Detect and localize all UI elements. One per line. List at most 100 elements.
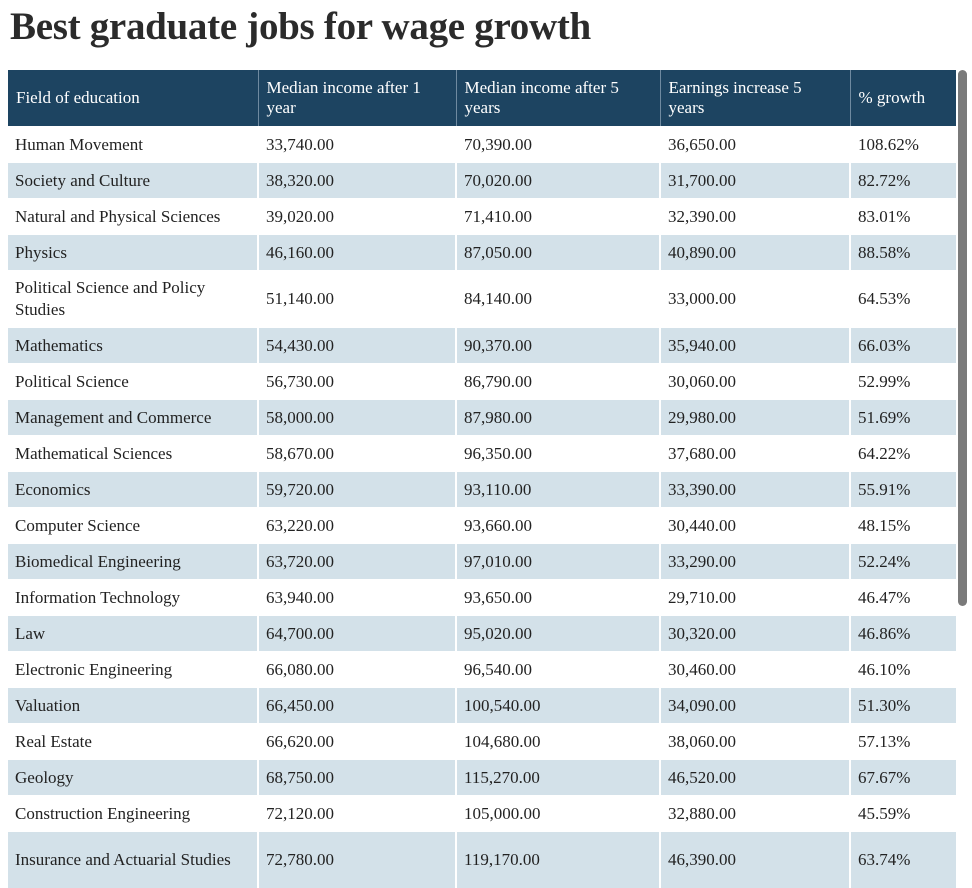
cell-field: Human Movement	[8, 127, 258, 163]
cell-earnings-increase: 40,890.00	[660, 235, 850, 271]
cell-earnings-increase: 36,650.00	[660, 127, 850, 163]
cell-income-1yr: 58,000.00	[258, 400, 456, 436]
cell-income-5yr: 93,110.00	[456, 472, 660, 508]
cell-earnings-increase: 32,390.00	[660, 199, 850, 235]
cell-income-5yr: 84,140.00	[456, 271, 660, 328]
cell-income-5yr: 93,650.00	[456, 580, 660, 616]
header-row: Field of education Median income after 1…	[8, 70, 956, 127]
cell-earnings-increase: 30,460.00	[660, 652, 850, 688]
cell-income-5yr: 87,980.00	[456, 400, 660, 436]
cell-income-1yr: 39,020.00	[258, 199, 456, 235]
cell-income-1yr: 38,320.00	[258, 163, 456, 199]
cell-growth: 64.53%	[850, 271, 956, 328]
cell-field: Real Estate	[8, 724, 258, 760]
cell-field: Mathematics	[8, 328, 258, 364]
cell-growth: 48.15%	[850, 508, 956, 544]
cell-income-1yr: 51,140.00	[258, 271, 456, 328]
cell-field: Political Science and Policy Studies	[8, 271, 258, 328]
header-income-5yr: Median income after 5 years	[456, 70, 660, 127]
cell-field: Physics	[8, 235, 258, 271]
cell-income-1yr: 59,720.00	[258, 472, 456, 508]
cell-earnings-increase: 33,390.00	[660, 472, 850, 508]
cell-field: Natural and Physical Sciences	[8, 199, 258, 235]
cell-income-1yr: 63,220.00	[258, 508, 456, 544]
cell-income-5yr: 96,350.00	[456, 436, 660, 472]
cell-earnings-increase: 35,940.00	[660, 328, 850, 364]
cell-income-1yr: 66,620.00	[258, 724, 456, 760]
cell-income-1yr: 54,430.00	[258, 328, 456, 364]
cell-growth: 55.91%	[850, 472, 956, 508]
page-title: Best graduate jobs for wage growth	[10, 4, 591, 49]
cell-earnings-increase: 29,980.00	[660, 400, 850, 436]
cell-income-5yr: 90,370.00	[456, 328, 660, 364]
cell-income-1yr: 63,720.00	[258, 544, 456, 580]
cell-income-5yr: 97,010.00	[456, 544, 660, 580]
cell-income-1yr: 66,080.00	[258, 652, 456, 688]
cell-income-5yr: 71,410.00	[456, 199, 660, 235]
cell-income-1yr: 64,700.00	[258, 616, 456, 652]
cell-earnings-increase: 33,000.00	[660, 271, 850, 328]
cell-income-5yr: 70,020.00	[456, 163, 660, 199]
cell-growth: 108.62%	[850, 127, 956, 163]
cell-income-1yr: 63,940.00	[258, 580, 456, 616]
cell-field: Political Science	[8, 364, 258, 400]
cell-field: Construction Engineering	[8, 796, 258, 832]
cell-earnings-increase: 32,880.00	[660, 796, 850, 832]
header-field: Field of education	[8, 70, 258, 127]
cell-earnings-increase: 37,680.00	[660, 436, 850, 472]
cell-earnings-increase: 46,520.00	[660, 760, 850, 796]
cell-field: Biomedical Engineering	[8, 544, 258, 580]
cell-income-1yr: 46,160.00	[258, 235, 456, 271]
cell-income-5yr: 96,540.00	[456, 652, 660, 688]
header-growth: % growth	[850, 70, 956, 127]
cell-field: Insurance and Actuarial Studies	[8, 832, 258, 888]
cell-field: Electronic Engineering	[8, 652, 258, 688]
cell-growth: 63.74%	[850, 832, 956, 888]
cell-growth: 83.01%	[850, 199, 956, 235]
cell-earnings-increase: 30,440.00	[660, 508, 850, 544]
cell-income-5yr: 93,660.00	[456, 508, 660, 544]
cell-income-1yr: 58,670.00	[258, 436, 456, 472]
cell-field: Geology	[8, 760, 258, 796]
cell-growth: 46.47%	[850, 580, 956, 616]
cell-growth: 66.03%	[850, 328, 956, 364]
cell-growth: 64.22%	[850, 436, 956, 472]
cell-field: Management and Commerce	[8, 400, 258, 436]
cell-growth: 82.72%	[850, 163, 956, 199]
cell-earnings-increase: 31,700.00	[660, 163, 850, 199]
cell-income-1yr: 33,740.00	[258, 127, 456, 163]
cell-field: Society and Culture	[8, 163, 258, 199]
cell-income-5yr: 115,270.00	[456, 760, 660, 796]
cell-income-5yr: 100,540.00	[456, 688, 660, 724]
cell-growth: 57.13%	[850, 724, 956, 760]
cell-earnings-increase: 30,320.00	[660, 616, 850, 652]
cell-income-1yr: 68,750.00	[258, 760, 456, 796]
cell-field: Valuation	[8, 688, 258, 724]
cell-earnings-increase: 33,290.00	[660, 544, 850, 580]
table-container: Field of education Median income after 1…	[8, 70, 956, 888]
cell-income-5yr: 104,680.00	[456, 724, 660, 760]
cell-growth: 67.67%	[850, 760, 956, 796]
cell-growth: 46.86%	[850, 616, 956, 652]
scrollbar-thumb[interactable]	[958, 70, 967, 606]
cell-field: Economics	[8, 472, 258, 508]
cell-earnings-increase: 29,710.00	[660, 580, 850, 616]
cell-growth: 51.69%	[850, 400, 956, 436]
cell-earnings-increase: 30,060.00	[660, 364, 850, 400]
